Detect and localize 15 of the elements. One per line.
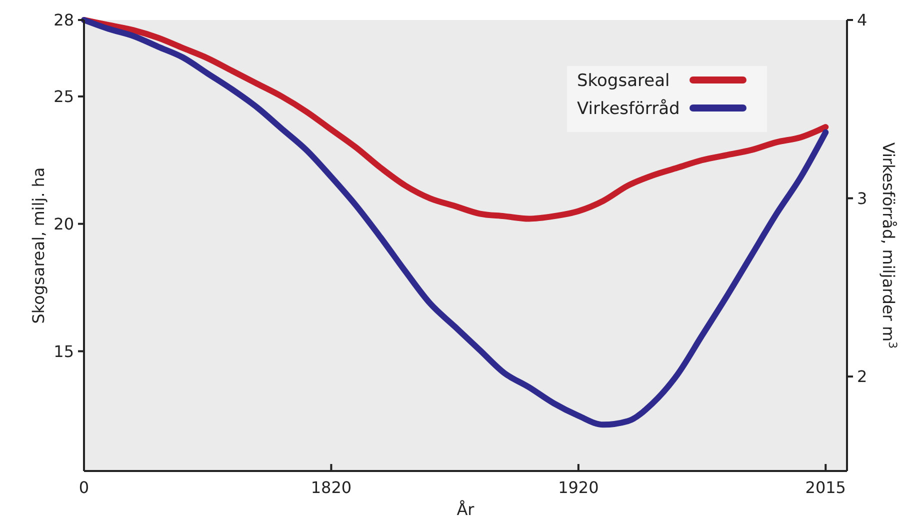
y-tick-label: 28: [54, 10, 74, 30]
y-axis-title: Skogsareal, milj. ha: [29, 167, 48, 324]
y-tick-label: 15: [54, 342, 74, 361]
x-tick-label: 1920: [558, 478, 599, 497]
x-tick-label: 1820: [310, 478, 352, 497]
x-tick-label: 0: [78, 478, 90, 497]
y2-tick-label: 3: [857, 188, 868, 208]
x-tick-label: 2015: [805, 478, 846, 497]
x-axis-title: År: [456, 500, 475, 519]
y-tick-label: 20: [54, 214, 74, 234]
legend-label: Skogsareal: [577, 71, 670, 91]
y2-tick-label: 2: [857, 367, 868, 386]
y-tick-label: 25: [54, 87, 74, 106]
y2-tick-label: 4: [857, 10, 868, 30]
legend-label: Virkesförråd: [577, 99, 680, 119]
